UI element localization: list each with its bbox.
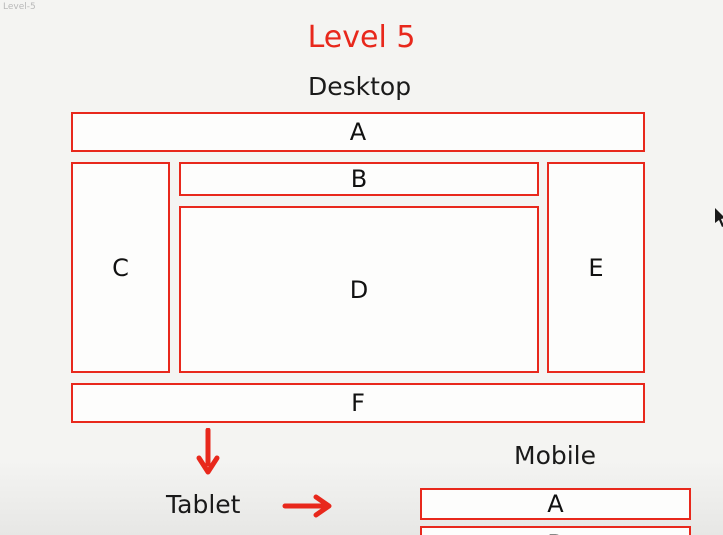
desktop-box-e-label: E (588, 253, 604, 282)
desktop-box-a-label: A (349, 118, 367, 146)
slide-title: Level 5 (307, 20, 416, 55)
arrow-down-icon (196, 428, 220, 475)
desktop-box-d-label: D (349, 275, 369, 304)
desktop-box-c-label: C (112, 253, 129, 282)
desktop-label: Desktop (308, 72, 412, 101)
mobile-box-b: B (420, 526, 691, 535)
desktop-box-d: D (179, 206, 539, 373)
mobile-box-b-label: B (547, 530, 563, 535)
desktop-box-f: F (71, 383, 645, 423)
desktop-box-c: C (71, 162, 170, 373)
tablet-label: Tablet (166, 490, 241, 519)
arrow-right-icon (282, 494, 332, 518)
mobile-box-a: A (420, 488, 691, 520)
mobile-label: Mobile (514, 441, 597, 470)
desktop-box-a: A (71, 112, 645, 152)
desktop-box-b-label: B (350, 165, 368, 193)
tab-label: Level-5 (3, 2, 36, 12)
desktop-box-f-label: F (351, 389, 365, 417)
mouse-cursor-icon (715, 208, 723, 227)
desktop-box-e: E (547, 162, 645, 373)
mobile-box-a-label: A (547, 490, 564, 518)
desktop-box-b: B (179, 162, 539, 196)
